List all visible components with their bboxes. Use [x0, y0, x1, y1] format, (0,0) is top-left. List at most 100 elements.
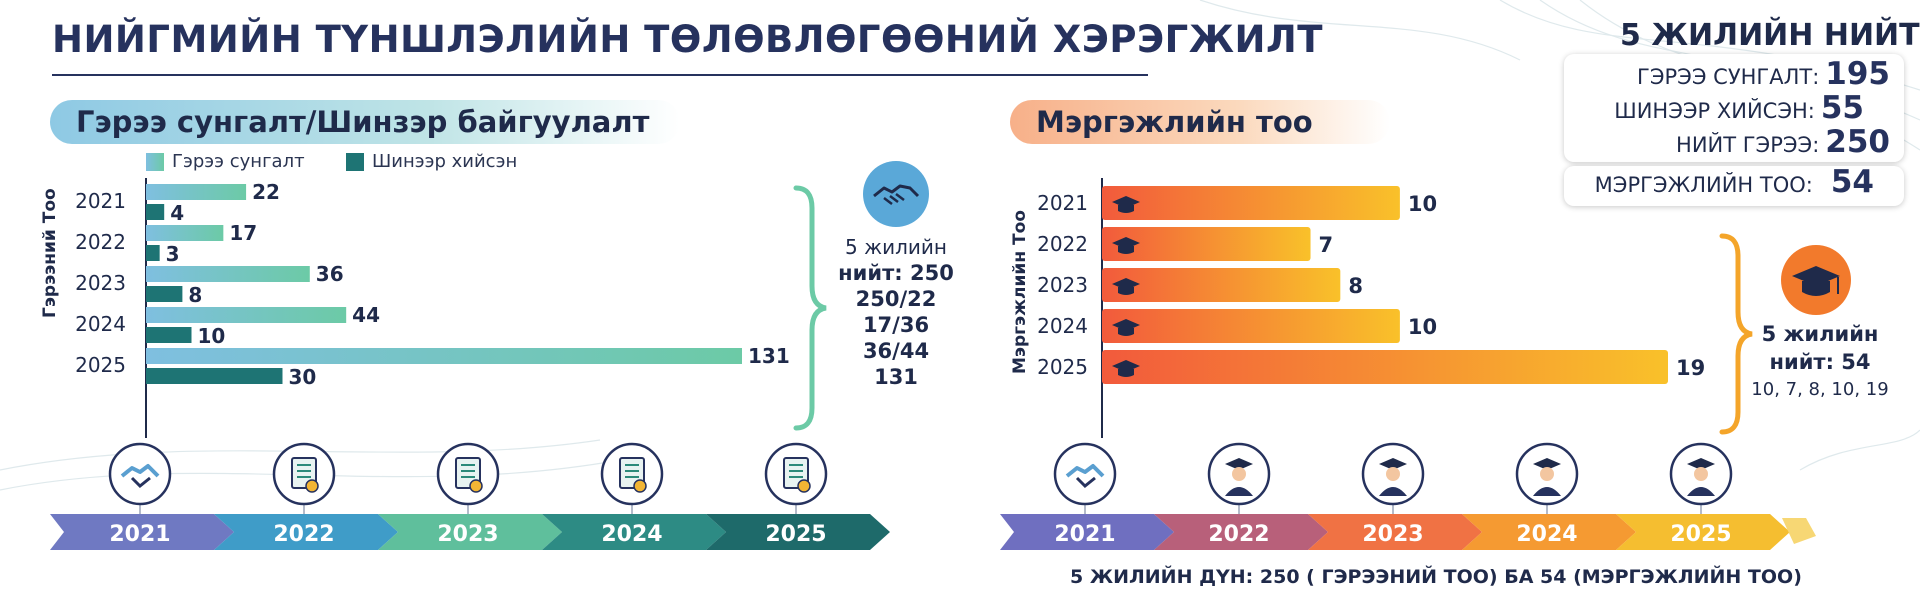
timeline-label-2021: 2021	[1054, 522, 1115, 547]
page-title: НИЙГМИЙН ТҮНШЛЭЛИЙН ТӨЛӨВЛӨГӨӨНИЙ ХЭРЭГЖ…	[52, 18, 1323, 61]
timeline-segment-2023	[378, 514, 562, 550]
bar-renewal-2024	[146, 307, 347, 323]
timeline-segment-2021	[50, 514, 234, 550]
specialties-note-line-3: 10, 7, 8, 10, 19	[1751, 379, 1889, 400]
contracts-section-pill: Гэрээ сунгалт/Шинзэр байгуулалт	[50, 100, 680, 144]
timeline-segment-2022	[214, 514, 398, 550]
summary-label-renewal: ГЭРЭЭ СУНГАЛТ:	[1637, 65, 1820, 89]
specialties-note-line-1: 5 жилийн	[1761, 322, 1879, 346]
summary-label-total: НИЙТ ГЭРЭЭ:	[1676, 133, 1820, 157]
legend-label-renewal: Гэрээ сунгалт	[172, 151, 305, 172]
contracts-note-line-5: 36/44	[862, 339, 930, 363]
certificate-icon	[436, 442, 500, 506]
specialties-year-label: 2024	[1037, 314, 1088, 338]
contracts-note: 5 жилийн нийт: 250 250/22 17/36 36/44 13…	[826, 234, 966, 390]
specialties-year-label: 2022	[1037, 232, 1088, 256]
timeline-label-2023: 2023	[437, 522, 498, 547]
legend: Гэрээ сунгалт Шинээр хийсэн	[146, 150, 566, 174]
specialties-brace	[1719, 233, 1753, 435]
timeline-label-2022: 2022	[1208, 522, 1269, 547]
timeline-segment-2022	[1154, 514, 1328, 550]
summary-card: ГЭРЭЭ СУНГАЛТ: 195 ШИНЭЭР ХИЙСЭН: 55 НИЙТ …	[1564, 54, 1904, 162]
graduation-cap-icon	[1112, 319, 1140, 336]
graduation-cap-icon	[1112, 360, 1140, 377]
timeline-segment-2023	[1308, 514, 1482, 550]
graduation-cap-icon	[1781, 245, 1851, 315]
contracts-brace	[793, 185, 827, 431]
bar-specialties-2025	[1102, 350, 1668, 384]
data-label-specialties-2023: 8	[1348, 274, 1363, 298]
certificate-icon	[600, 442, 664, 506]
timeline-label-2025: 2025	[765, 522, 826, 547]
bar-specialties-2024	[1102, 309, 1400, 343]
specialties-section-pill: Мэргэжлийн тоо	[1010, 100, 1390, 144]
contracts-note-line-1: 5 жилийн	[845, 235, 947, 259]
graduation-cap-icon	[1112, 278, 1140, 295]
graduate-icon	[1515, 442, 1579, 506]
summary-value-renewal: 195	[1825, 56, 1890, 92]
legend-swatch-new	[346, 153, 364, 171]
contracts-note-line-2: нийт: 250	[838, 261, 954, 285]
bar-specialties-2022	[1102, 227, 1311, 261]
contracts-bar-chart: 2021 22 4 2022 17 3 2023 36 8 2024 44 10 2025 131 30	[75, 178, 790, 438]
specialties-year-label: 2021	[1037, 191, 1088, 215]
certificate-icon	[764, 442, 828, 506]
contracts-year-label: 2024	[75, 312, 126, 336]
summary-row-renewal: ГЭРЭЭ СУНГАЛТ: 195	[1637, 56, 1890, 92]
bar-renewal-2021	[146, 184, 247, 200]
data-label-new-2023: 8	[188, 283, 202, 307]
data-label-renewal-2022: 17	[229, 221, 257, 245]
bar-specialties-2023	[1102, 268, 1341, 302]
data-label-specialties-2021: 10	[1408, 192, 1437, 216]
data-label-renewal-2025: 131	[748, 344, 790, 368]
specialties-timeline: 2021 2022 2023 2024 2025	[1000, 442, 1816, 550]
data-label-specialties-2025: 19	[1676, 356, 1705, 380]
timeline-segment-2021	[1000, 514, 1174, 550]
data-label-renewal-2021: 22	[252, 180, 280, 204]
contracts-year-label: 2025	[75, 353, 126, 377]
bar-new-2022	[146, 245, 160, 261]
handshake-icon	[108, 442, 172, 506]
summary-specialties-card: МЭРГЭЖЛИЙН ТОО: 54	[1564, 164, 1904, 206]
legend-swatch-renewal	[146, 153, 164, 171]
summary-label-new: ШИНЭЭР ХИЙСЭН:	[1614, 99, 1815, 123]
timeline-label-2024: 2024	[1516, 522, 1577, 547]
summary-heading: 5 ЖИЛИЙН НИЙТ	[1620, 18, 1920, 53]
timeline-label-2024: 2024	[601, 522, 662, 547]
graduate-icon	[1361, 442, 1425, 506]
contracts-note-line-6: 131	[874, 365, 918, 389]
graduation-cap-icon	[1112, 196, 1140, 213]
title-divider	[52, 74, 1148, 76]
timeline-label-2025: 2025	[1670, 522, 1731, 547]
contracts-year-label: 2022	[75, 230, 126, 254]
contracts-note-line-3: 250/22	[855, 287, 937, 311]
contracts-year-label: 2021	[75, 189, 126, 213]
data-label-specialties-2024: 10	[1408, 315, 1437, 339]
graduate-icon	[1207, 442, 1271, 506]
summary-value-new: 55	[1820, 90, 1864, 126]
summary-value-total: 250	[1825, 124, 1890, 160]
legend-label-new: Шинээр хийсэн	[372, 151, 518, 172]
specialties-bar-chart: 2021 10 2022 7 2023 8 2024 10 2025 19	[1037, 178, 1705, 438]
timeline-label-2022: 2022	[273, 522, 334, 547]
summary-label-specialties: МЭРГЭЖЛИЙН ТОО:	[1594, 173, 1813, 197]
specialties-note: 5 жилийн нийт: 54 10, 7, 8, 10, 19	[1740, 320, 1900, 404]
summary-row-new: ШИНЭЭР ХИЙСЭН: 55	[1614, 90, 1864, 126]
data-label-new-2024: 10	[197, 324, 225, 348]
certificate-icon	[272, 442, 336, 506]
handshake-icon	[1053, 442, 1117, 506]
data-label-new-2025: 30	[288, 365, 316, 389]
bar-renewal-2022	[146, 225, 224, 241]
timeline-segment-2024	[1462, 514, 1636, 550]
timeline-segment-2024	[542, 514, 726, 550]
timeline-label-2023: 2023	[1362, 522, 1423, 547]
data-label-renewal-2023: 36	[316, 262, 344, 286]
graduation-cap-icon	[1112, 237, 1140, 254]
bar-renewal-2023	[146, 266, 310, 282]
bar-new-2025	[146, 368, 283, 384]
footer-summary: 5 ЖИЛИЙН ДҮН: 250 ( ГЭРЭЭНИЙ ТОО) БА 54 …	[1070, 566, 1802, 588]
bar-new-2024	[146, 327, 192, 343]
graduate-icon	[1669, 442, 1733, 506]
contracts-year-label: 2023	[75, 271, 126, 295]
specialties-note-line-2: нийт: 54	[1769, 350, 1871, 374]
